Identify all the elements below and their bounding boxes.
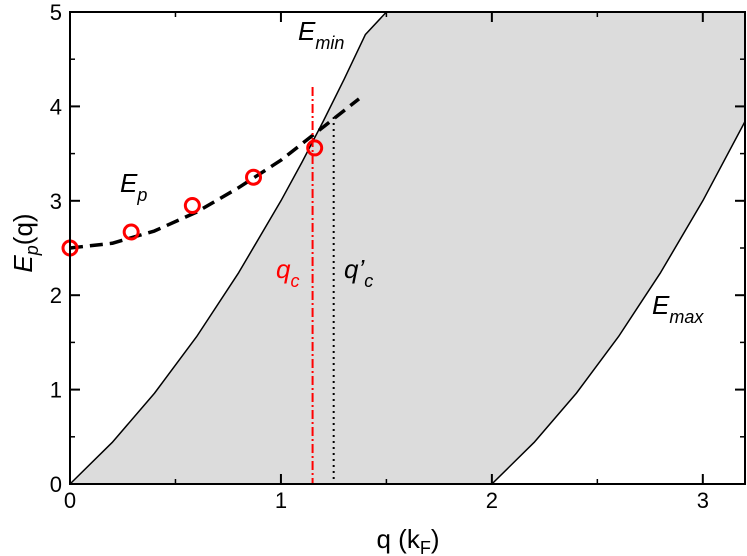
band-layer bbox=[70, 12, 745, 484]
qc-annotation: qc bbox=[276, 254, 299, 291]
x-axis-title: q (kF) bbox=[376, 524, 439, 556]
qc-prime-annotation: q’c bbox=[344, 254, 373, 291]
x-tick-label: 3 bbox=[697, 488, 709, 513]
x-tick-label: 1 bbox=[275, 488, 287, 513]
emax-curve bbox=[491, 121, 746, 485]
y-tick-label: 3 bbox=[50, 189, 62, 214]
y-tick-label: 2 bbox=[50, 283, 62, 308]
ep-dispersion-curve bbox=[69, 97, 361, 250]
y-tick-label: 0 bbox=[50, 472, 62, 497]
vertical-lines-layer bbox=[311, 87, 335, 484]
shaded-band bbox=[70, 12, 745, 484]
series-layer bbox=[69, 11, 746, 485]
ep-annotation: Ep bbox=[120, 168, 147, 205]
x-tick-label: 0 bbox=[64, 488, 76, 513]
emax-annotation: Emax bbox=[652, 290, 704, 327]
data-point-marker bbox=[183, 197, 201, 215]
y-tick-label: 1 bbox=[50, 378, 62, 403]
emin-annotation: Emin bbox=[298, 16, 344, 53]
x-tick-label: 2 bbox=[486, 488, 498, 513]
data-point-marker bbox=[245, 168, 263, 186]
y-tick-label: 5 bbox=[50, 0, 62, 25]
emin-curve bbox=[69, 11, 387, 485]
tick-layer: 0 1 2 3 0 1 2 3 4 5 bbox=[50, 0, 745, 513]
y-tick-label: 4 bbox=[50, 94, 62, 119]
y-axis-title: Ep(q) bbox=[8, 213, 42, 272]
data-point-marker bbox=[306, 139, 324, 157]
data-point-marker bbox=[122, 223, 140, 241]
